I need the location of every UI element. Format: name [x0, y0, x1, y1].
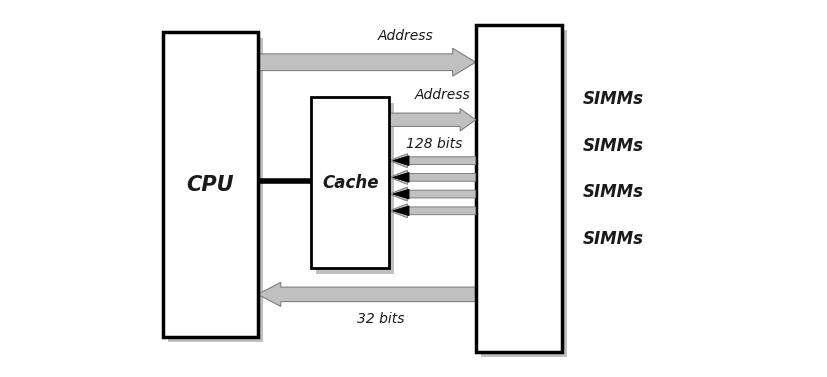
Bar	[480, 30, 566, 357]
Polygon shape	[389, 187, 475, 201]
Polygon shape	[389, 204, 475, 218]
Polygon shape	[392, 206, 409, 216]
Text: SIMMs: SIMMs	[582, 230, 643, 248]
Polygon shape	[257, 282, 475, 307]
Text: SIMMs: SIMMs	[582, 183, 643, 201]
Text: Address: Address	[377, 29, 433, 43]
Text: 32 bits: 32 bits	[357, 312, 404, 326]
Bar	[311, 98, 389, 268]
Polygon shape	[392, 156, 409, 166]
Polygon shape	[389, 109, 475, 131]
Bar	[316, 103, 394, 274]
Text: Cache: Cache	[322, 174, 378, 192]
Polygon shape	[257, 48, 475, 76]
Polygon shape	[392, 189, 409, 199]
Text: SIMMs: SIMMs	[582, 90, 643, 108]
Text: SIMMs: SIMMs	[582, 137, 643, 155]
Polygon shape	[389, 153, 475, 168]
Polygon shape	[389, 170, 475, 184]
Bar	[163, 32, 257, 337]
Text: Address: Address	[414, 88, 470, 102]
Text: CPU: CPU	[186, 175, 234, 195]
Polygon shape	[392, 172, 409, 182]
Bar	[168, 38, 262, 342]
Bar	[475, 25, 562, 352]
Text: 128 bits: 128 bits	[406, 137, 462, 151]
